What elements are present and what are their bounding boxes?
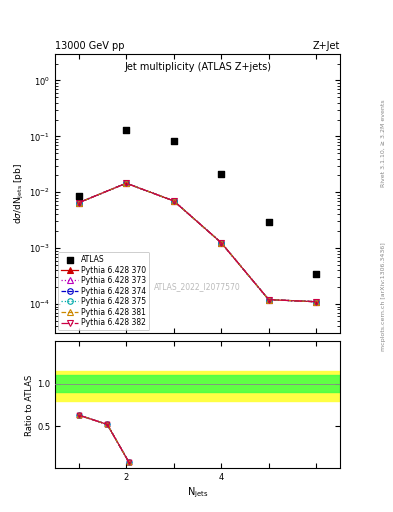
ATLAS (266, 218, 272, 226)
Pythia 6.428 374 (171, 198, 176, 204)
Text: Z+Jet: Z+Jet (312, 41, 340, 51)
Pythia 6.428 370 (266, 296, 271, 303)
Line: Pythia 6.428 374: Pythia 6.428 374 (76, 180, 319, 305)
Y-axis label: Ratio to ATLAS: Ratio to ATLAS (25, 374, 34, 436)
Pythia 6.428 381 (266, 296, 271, 303)
Pythia 6.428 382 (124, 180, 129, 186)
Pythia 6.428 382 (219, 240, 224, 246)
ATLAS (171, 137, 177, 145)
Pythia 6.428 381 (124, 180, 129, 186)
Line: Pythia 6.428 381: Pythia 6.428 381 (76, 180, 319, 305)
Pythia 6.428 373 (76, 200, 81, 206)
Pythia 6.428 370 (76, 200, 81, 206)
Pythia 6.428 374 (76, 200, 81, 206)
Pythia 6.428 382 (171, 198, 176, 204)
Pythia 6.428 375 (171, 198, 176, 204)
ATLAS (123, 126, 129, 134)
Pythia 6.428 375 (76, 200, 81, 206)
Pythia 6.428 375 (124, 180, 129, 186)
Pythia 6.428 382 (314, 298, 319, 305)
Pythia 6.428 375 (219, 240, 224, 246)
Pythia 6.428 370 (124, 180, 129, 186)
Y-axis label: d$\sigma$/dN$_\mathrm{jets}$ [pb]: d$\sigma$/dN$_\mathrm{jets}$ [pb] (13, 163, 26, 224)
X-axis label: N$_\mathrm{jets}$: N$_\mathrm{jets}$ (187, 485, 208, 500)
Line: Pythia 6.428 370: Pythia 6.428 370 (76, 180, 319, 305)
Pythia 6.428 373 (266, 296, 271, 303)
ATLAS (75, 192, 82, 200)
ATLAS (313, 269, 320, 278)
Pythia 6.428 374 (314, 298, 319, 305)
Line: Pythia 6.428 373: Pythia 6.428 373 (76, 180, 319, 305)
Pythia 6.428 375 (266, 296, 271, 303)
Line: Pythia 6.428 382: Pythia 6.428 382 (76, 180, 319, 305)
Text: mcplots.cern.ch [arXiv:1306.3436]: mcplots.cern.ch [arXiv:1306.3436] (381, 243, 386, 351)
Pythia 6.428 382 (76, 200, 81, 206)
Pythia 6.428 381 (314, 298, 319, 305)
Pythia 6.428 373 (124, 180, 129, 186)
Pythia 6.428 381 (171, 198, 176, 204)
Pythia 6.428 381 (219, 240, 224, 246)
Pythia 6.428 370 (171, 198, 176, 204)
Pythia 6.428 370 (219, 240, 224, 246)
Line: Pythia 6.428 375: Pythia 6.428 375 (76, 180, 319, 305)
Pythia 6.428 381 (76, 200, 81, 206)
Pythia 6.428 375 (314, 298, 319, 305)
Text: ATLAS_2022_I2077570: ATLAS_2022_I2077570 (154, 282, 241, 291)
ATLAS (218, 170, 224, 178)
Text: Rivet 3.1.10, ≥ 3.2M events: Rivet 3.1.10, ≥ 3.2M events (381, 99, 386, 187)
Bar (55, 375, 340, 392)
Pythia 6.428 373 (219, 240, 224, 246)
Pythia 6.428 373 (171, 198, 176, 204)
Pythia 6.428 374 (266, 296, 271, 303)
Text: 13000 GeV pp: 13000 GeV pp (55, 41, 125, 51)
Pythia 6.428 382 (266, 296, 271, 303)
Bar (55, 371, 340, 401)
Legend: ATLAS, Pythia 6.428 370, Pythia 6.428 373, Pythia 6.428 374, Pythia 6.428 375, P: ATLAS, Pythia 6.428 370, Pythia 6.428 37… (58, 252, 149, 330)
Pythia 6.428 373 (314, 298, 319, 305)
Pythia 6.428 370 (314, 298, 319, 305)
Pythia 6.428 374 (219, 240, 224, 246)
Text: Jet multiplicity (ATLAS Z+jets): Jet multiplicity (ATLAS Z+jets) (124, 62, 271, 72)
Pythia 6.428 374 (124, 180, 129, 186)
